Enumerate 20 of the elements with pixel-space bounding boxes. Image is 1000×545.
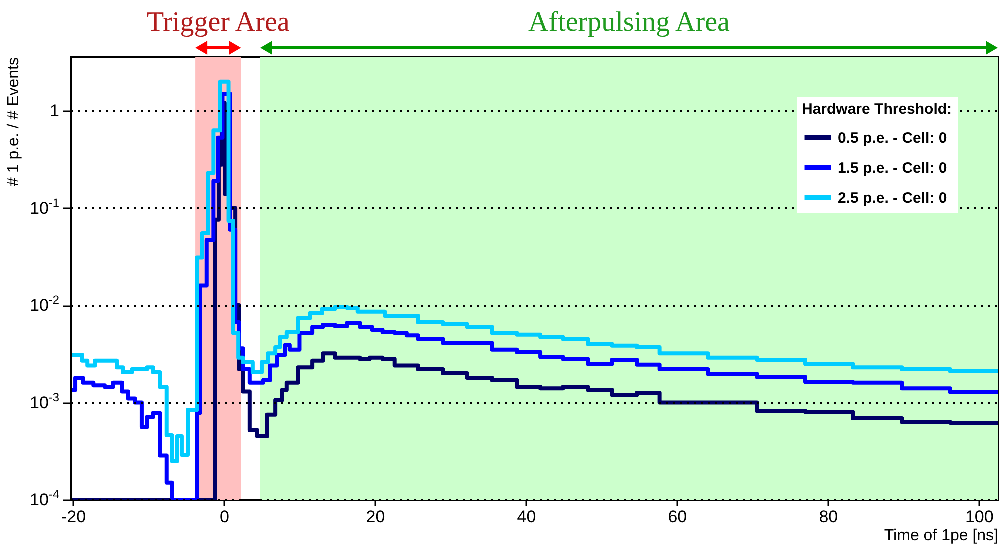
y-tick-label: 1: [50, 102, 60, 121]
y-axis-title: # 1 p.e. / # Events: [6, 58, 22, 186]
x-tick-label: 20: [366, 508, 386, 526]
legend-label: 2.5 p.e. - Cell: 0: [838, 190, 948, 207]
y-tick-label: 10$^{-4}$: [30, 488, 60, 510]
x-tick-label: 80: [819, 508, 838, 526]
legend-label: 0.5 p.e. - Cell: 0: [838, 130, 948, 147]
band-label: Trigger Area: [146, 7, 290, 38]
x-axis-title: Time of 1pe [ns]: [884, 528, 998, 544]
legend-label: 1.5 p.e. - Cell: 0: [838, 160, 948, 177]
y-tick-label: 10$^{-2}$: [30, 293, 60, 316]
x-tick-label: 0: [220, 508, 230, 526]
y-tick-label: 10$^{-1}$: [30, 196, 60, 218]
y-tick-label: 10$^{-3}$: [30, 390, 60, 412]
x-tick-label: 40: [517, 508, 536, 526]
x-tick-label: 60: [668, 508, 688, 526]
band-label: Afterpulsing Area: [528, 7, 730, 38]
x-tick-label: 100: [965, 508, 994, 526]
legend-title: Hardware Threshold:: [802, 101, 952, 118]
x-tick-label: -20: [61, 508, 86, 526]
